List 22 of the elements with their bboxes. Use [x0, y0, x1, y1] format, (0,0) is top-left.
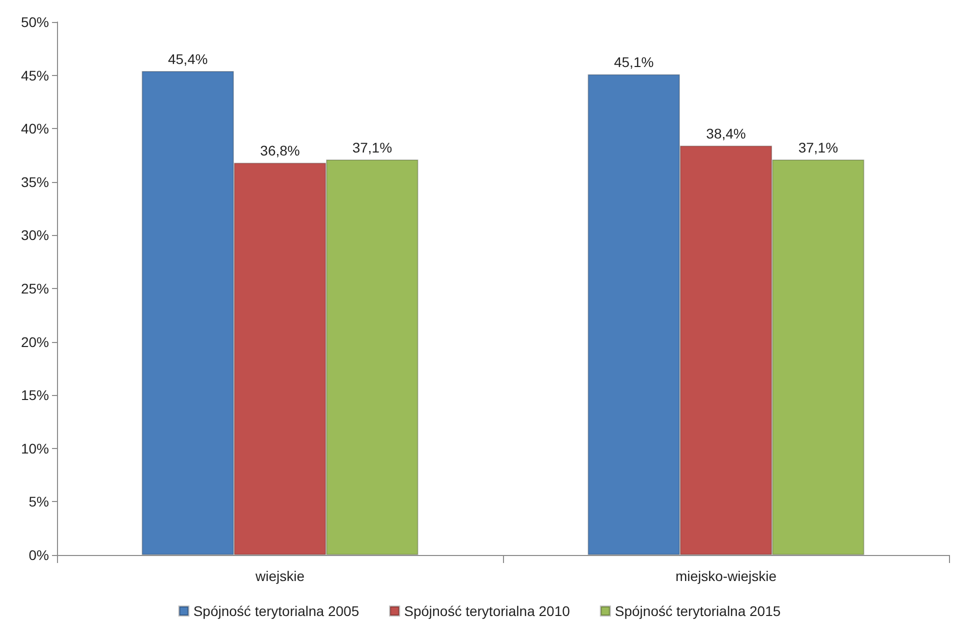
- y-tick-label: 15%: [20, 387, 49, 404]
- y-tick-label: 20%: [20, 334, 49, 350]
- data-label: 45,4%: [168, 51, 208, 68]
- y-tick-label: 45%: [20, 67, 49, 84]
- data-label: 36,8%: [260, 142, 300, 159]
- y-tick-label: 30%: [20, 227, 49, 244]
- legend-label: Spójność terytorialna 2010: [404, 603, 570, 619]
- y-tick-label: 10%: [20, 440, 49, 456]
- y-tick-label: 35%: [20, 174, 49, 190]
- y-tick-label: 50%: [20, 14, 49, 30]
- data-label: 38,4%: [706, 126, 746, 142]
- legend-label: Spójność terytorialna 2005: [193, 603, 360, 619]
- y-tick-label: 40%: [20, 120, 49, 137]
- x-tick-label: miejsko-wiejskie: [675, 568, 777, 584]
- y-tick-label: 0%: [28, 547, 49, 563]
- y-tick-label: 25%: [20, 280, 49, 296]
- y-tick-label: 5%: [28, 494, 49, 510]
- data-label: 37,1%: [352, 140, 392, 156]
- data-label: 45,1%: [614, 54, 654, 70]
- data-label: 37,1%: [798, 140, 838, 156]
- x-tick-label: wiejskie: [254, 568, 305, 584]
- legend-label: Spójność terytorialna 2015: [614, 603, 781, 619]
